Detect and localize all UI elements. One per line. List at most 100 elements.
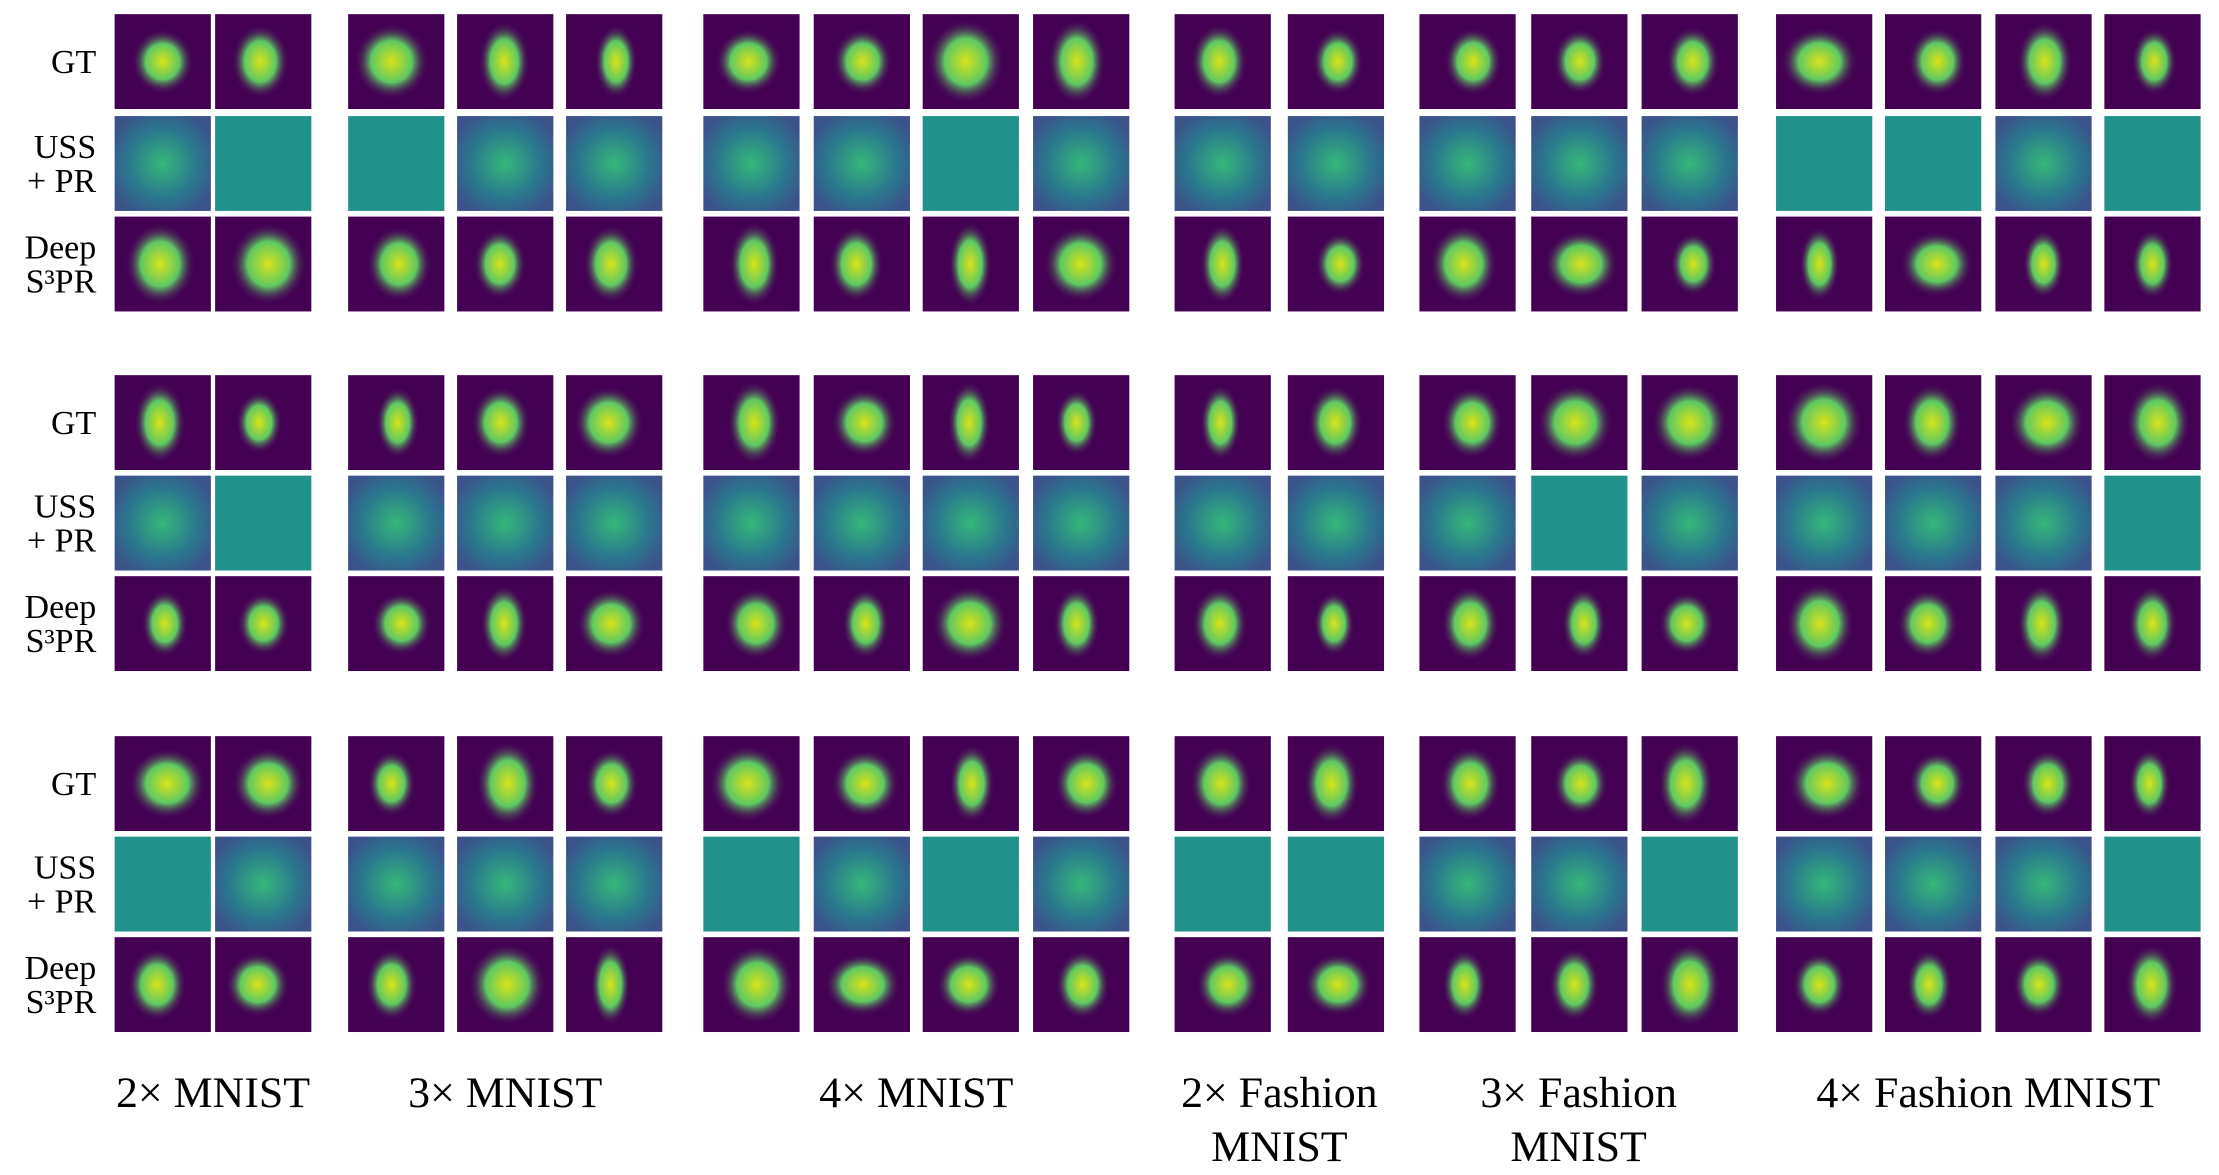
reconstruction-tile — [1885, 836, 1982, 932]
row-label: GT — [51, 405, 97, 442]
image-content — [936, 952, 1001, 1017]
column-label: 2× Fashion — [1181, 1069, 1378, 1117]
reconstruction-tile — [1776, 836, 1873, 932]
reconstruction-tile — [215, 475, 312, 571]
reconstruction-tile — [1419, 116, 1516, 211]
image-content — [573, 386, 644, 459]
image-content — [829, 226, 884, 302]
row-label: + PR — [27, 522, 97, 559]
row-label: S³PR — [26, 984, 97, 1021]
reconstruction-tile — [566, 475, 663, 571]
reconstruction-tile — [1174, 116, 1271, 211]
image-content — [1658, 741, 1713, 826]
reconstruction-tile — [703, 475, 800, 571]
image-content — [1313, 591, 1355, 656]
image-content — [225, 952, 290, 1017]
reconstruction-tile — [1995, 116, 2092, 211]
reconstruction-tile — [1174, 475, 1271, 571]
image-content — [1666, 26, 1720, 97]
image-content — [1659, 592, 1715, 656]
image-content — [842, 588, 889, 659]
image-content — [1191, 24, 1248, 99]
row-label: GT — [51, 44, 97, 81]
image-content — [1043, 226, 1118, 302]
image-content — [715, 28, 782, 95]
image-content — [1055, 389, 1098, 456]
image-content — [371, 592, 432, 656]
image-content — [2128, 748, 2171, 819]
reconstruction-tile — [1033, 116, 1130, 211]
image-content — [1544, 230, 1619, 298]
column-label: 4× Fashion MNIST — [1816, 1069, 2160, 1117]
image-content — [1651, 383, 1728, 462]
image-content — [720, 944, 794, 1025]
image-content — [1549, 947, 1600, 1022]
image-content — [1897, 589, 1959, 658]
image-content — [1307, 385, 1363, 460]
image-content — [1192, 586, 1248, 661]
image-content — [2022, 229, 2065, 299]
reconstruction-tile — [348, 836, 445, 932]
image-content — [594, 24, 638, 99]
reconstruction-tile — [922, 475, 1019, 571]
reconstruction-tile — [114, 475, 211, 571]
image-content — [1200, 384, 1241, 461]
reconstruction-tile — [215, 836, 312, 932]
reconstruction-tile — [348, 475, 445, 571]
column-label: 3× Fashion — [1480, 1069, 1677, 1117]
image-content — [134, 382, 186, 463]
image-content — [376, 386, 420, 459]
image-content — [947, 381, 991, 464]
reconstruction-tile — [1033, 475, 1130, 571]
image-content — [230, 223, 307, 305]
image-content — [1429, 224, 1498, 304]
row-label: GT — [51, 766, 97, 803]
image-content — [831, 388, 897, 457]
image-content — [1785, 582, 1855, 665]
reconstruction-tile — [1174, 836, 1271, 932]
image-content — [2131, 228, 2174, 300]
row-label: USS — [34, 849, 96, 886]
image-content — [831, 749, 899, 818]
image-content — [232, 747, 304, 820]
image-content — [1054, 748, 1119, 819]
image-content — [468, 943, 546, 1026]
image-content — [1788, 747, 1866, 820]
image-content — [727, 380, 781, 465]
image-content — [576, 588, 646, 659]
image-content — [709, 745, 786, 822]
image-content — [1670, 232, 1717, 296]
image-content — [1441, 386, 1503, 459]
reconstruction-tile — [703, 836, 800, 932]
image-content — [949, 744, 995, 823]
image-content — [1441, 586, 1500, 662]
reconstruction-tile — [922, 836, 1019, 932]
reconstruction-tile — [1419, 475, 1516, 571]
reconstruction-tile — [813, 836, 910, 932]
image-content — [1196, 951, 1260, 1018]
image-content — [2017, 584, 2067, 664]
column-label: 2× MNIST — [116, 1069, 310, 1117]
image-content — [1900, 231, 1974, 297]
image-content — [1442, 949, 1487, 1020]
reconstruction-tile — [703, 116, 800, 211]
image-content — [141, 590, 188, 658]
reconstruction-tile — [1531, 475, 1628, 571]
reconstruction-tile — [1885, 475, 1982, 571]
reconstruction-tile — [1885, 116, 1982, 211]
reconstruction-tile — [1419, 836, 1516, 932]
image-content — [1055, 950, 1110, 1020]
reconstruction-tile — [1531, 836, 1628, 932]
image-content — [1048, 19, 1106, 104]
row-label: Deep — [25, 229, 97, 266]
image-content — [1906, 949, 1952, 1020]
reconstruction-tile — [2104, 475, 2201, 571]
reconstruction-tile — [813, 116, 910, 211]
image-content — [236, 391, 283, 454]
reconstruction-tile — [1287, 836, 1385, 932]
image-content — [590, 943, 631, 1026]
image-content — [476, 741, 540, 826]
image-content — [125, 223, 196, 305]
image-content — [1444, 27, 1502, 96]
